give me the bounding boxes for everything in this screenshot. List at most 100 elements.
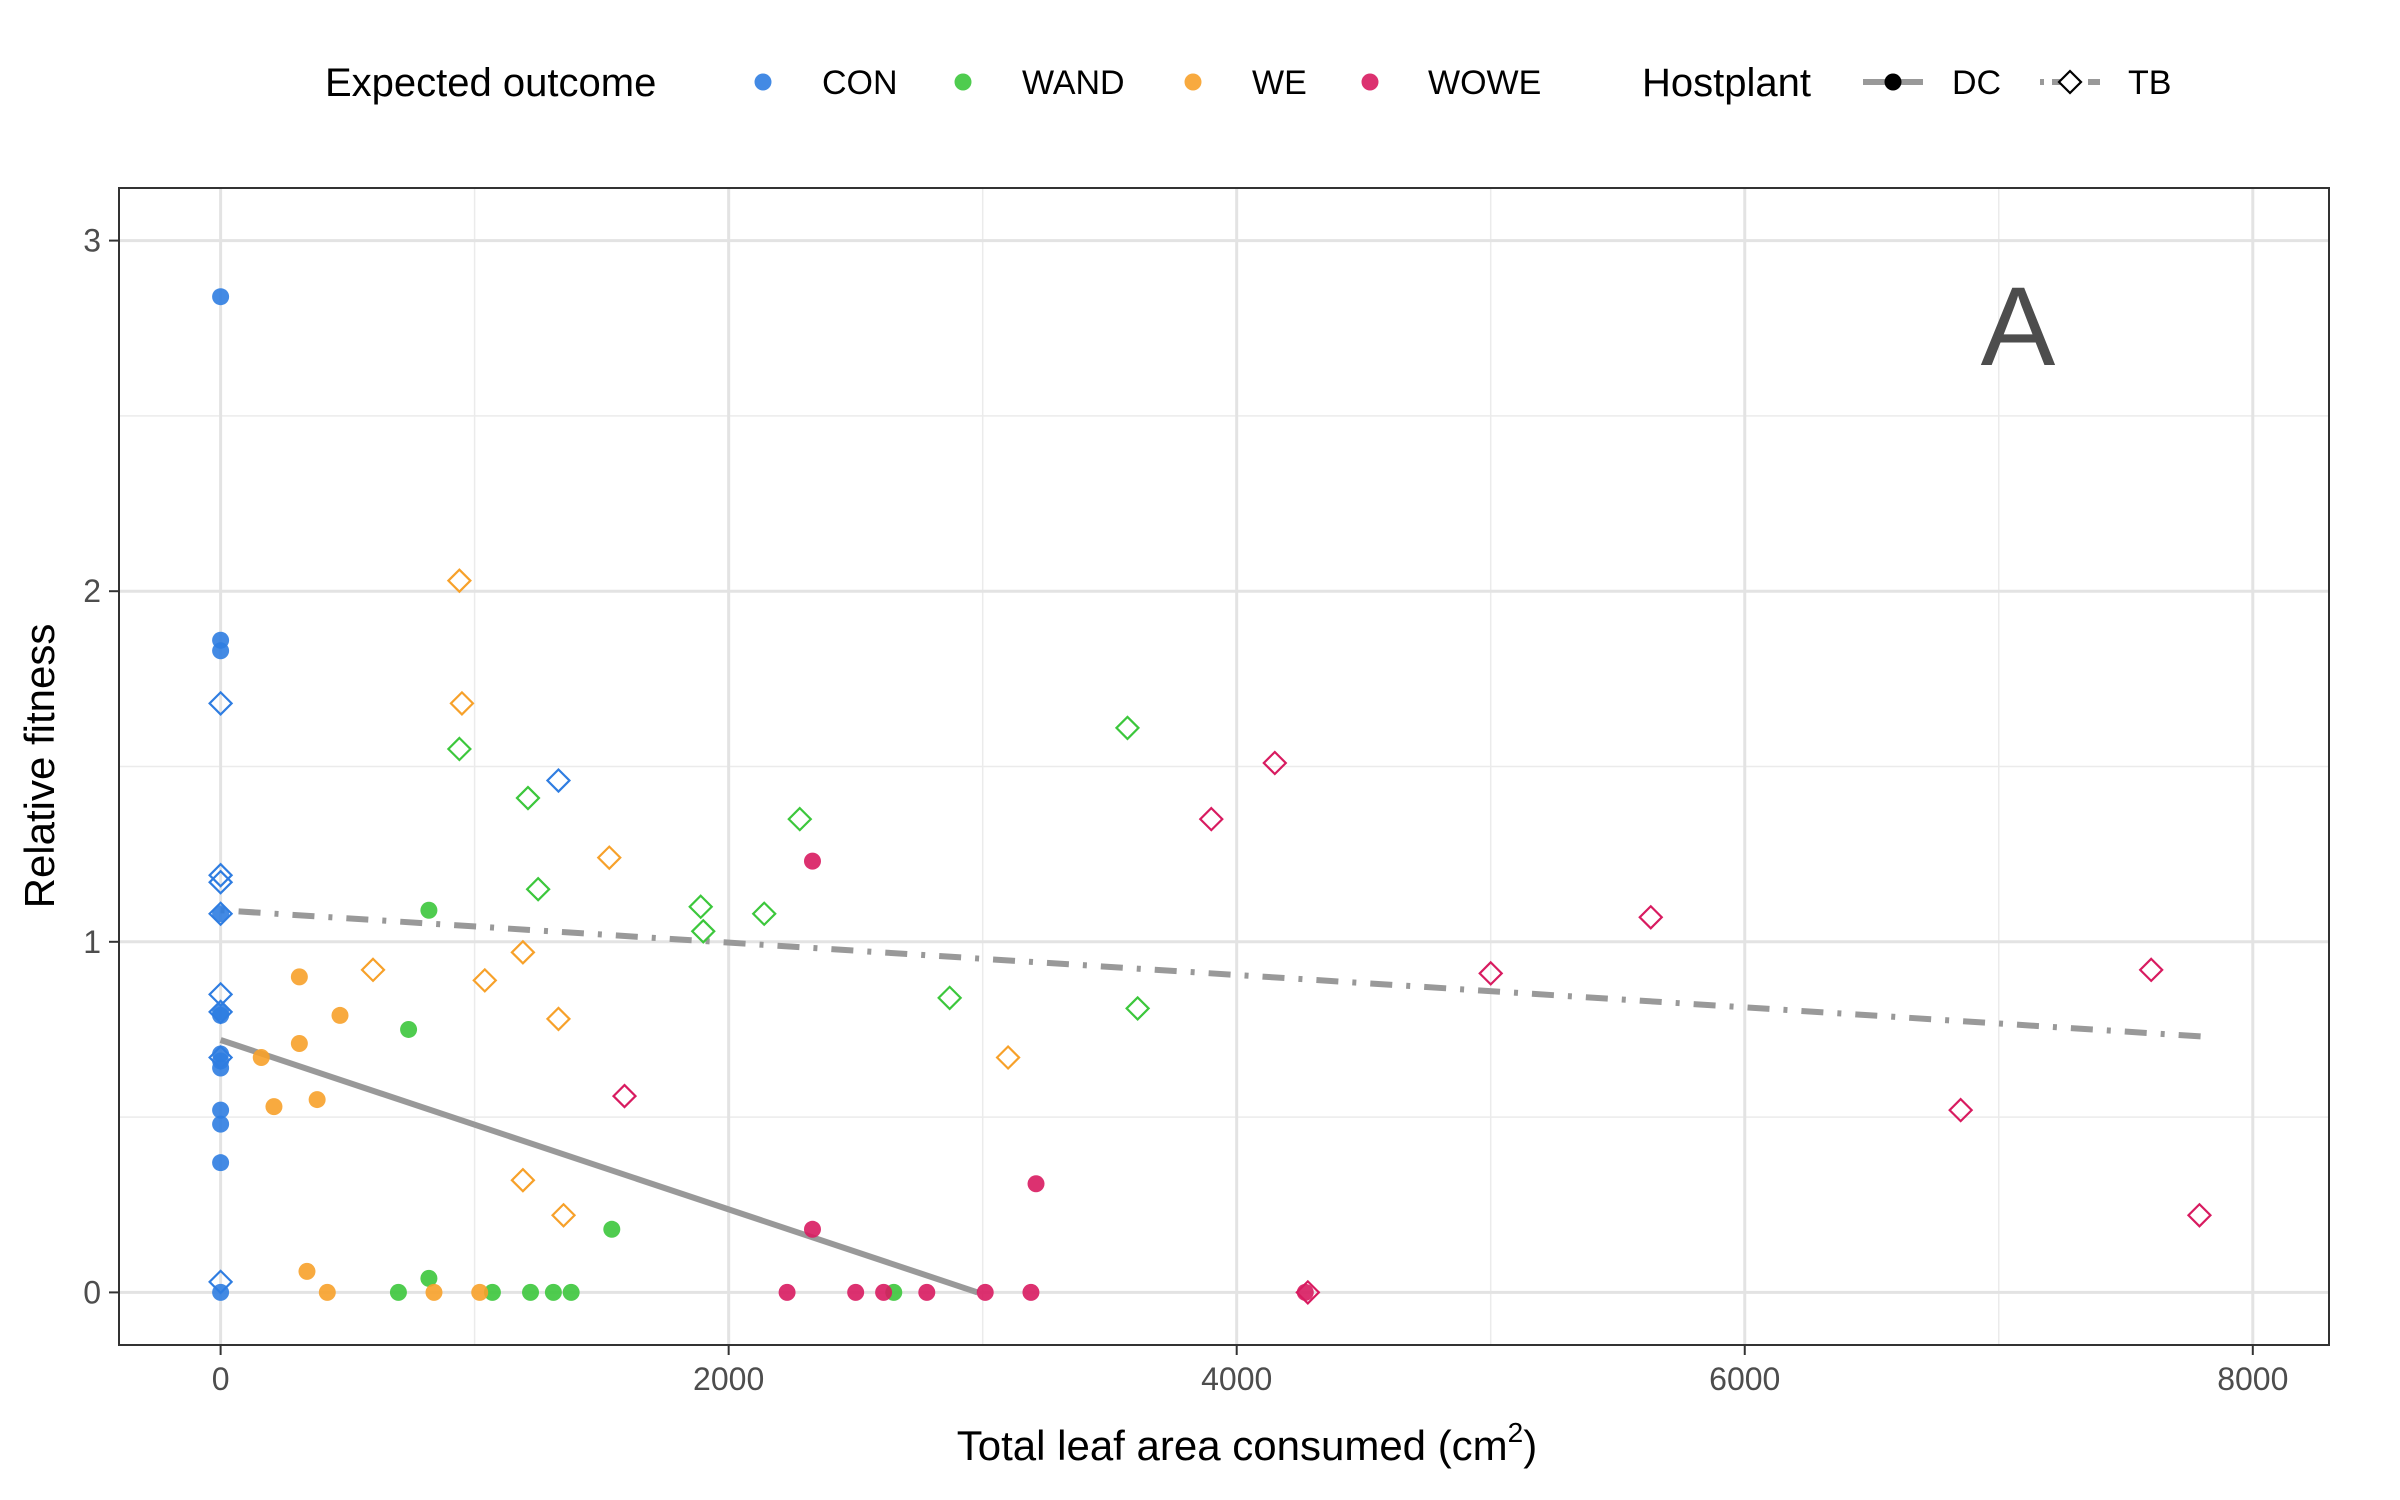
point-wowe-dc — [847, 1283, 865, 1301]
point-wand-tb — [1114, 715, 1141, 741]
point-wowe-tb — [2138, 957, 2164, 983]
point-we-tb — [550, 1202, 577, 1228]
x-axis-title: Total leaf area consumed (cm2) — [957, 1417, 1538, 1469]
point-wand-tb — [525, 876, 551, 902]
point-we-tb — [446, 568, 472, 594]
point-wowe-tb — [1638, 904, 1664, 930]
point-wand-tb — [1125, 995, 1151, 1021]
legend-key-dc-point — [1884, 73, 1902, 91]
point-con-tb — [208, 862, 234, 888]
point-wand-dc — [420, 901, 438, 919]
point-wowe-dc — [803, 1220, 821, 1238]
panel-label: A — [1981, 264, 2056, 389]
point-we-dc — [298, 1262, 316, 1280]
x-axis-title-superscript: 2 — [1508, 1417, 1524, 1448]
point-wand-dc — [544, 1283, 562, 1301]
x-tick-label: 6000 — [1709, 1361, 1780, 1397]
point-we-dc — [318, 1283, 336, 1301]
trend-line-dc — [219, 1037, 979, 1296]
point-wand-dc — [400, 1020, 418, 1038]
point-we-tb — [596, 845, 622, 871]
plot-border — [118, 187, 2330, 1346]
point-wand-dc — [389, 1283, 407, 1301]
point-wand-tb — [937, 985, 963, 1011]
legend-outcome-entries: CON WAND WE WOWE — [754, 64, 1541, 102]
point-wowe-tb — [1262, 750, 1288, 776]
y-tick-label: 3 — [83, 223, 101, 259]
point-wand-tb — [751, 901, 777, 927]
legend-key-tb-point — [2057, 69, 2083, 95]
x-tick-label: 8000 — [2217, 1361, 2288, 1397]
legend-hostplant-entries: DC TB — [1863, 64, 2171, 102]
y-axis-title: Relative fitness — [16, 624, 63, 909]
point-con-dc — [212, 1115, 230, 1133]
point-wand-tb — [690, 918, 716, 944]
point-wowe-tb — [1295, 1279, 1321, 1305]
legend-key-con — [754, 73, 772, 91]
point-wowe-dc — [875, 1283, 893, 1301]
point-con-tb — [208, 901, 234, 927]
legend-label-dc: DC — [1952, 64, 2001, 102]
point-con-tb — [208, 999, 234, 1025]
point-wowe-dc — [803, 852, 821, 870]
point-wowe-tb — [1948, 1097, 1974, 1123]
point-wand-tb — [787, 806, 813, 832]
point-wand-tb — [515, 785, 541, 811]
point-we-dc — [425, 1283, 443, 1301]
point-we-tb — [360, 957, 386, 983]
point-we-tb — [510, 939, 536, 965]
x-axis-title-main: Total leaf area consumed (cm — [957, 1422, 1508, 1469]
point-con-tb — [208, 869, 234, 895]
legend-label-wand: WAND — [1022, 64, 1125, 102]
point-wowe-dc — [1022, 1283, 1040, 1301]
legend-label-con: CON — [822, 64, 898, 102]
x-tick-label: 0 — [212, 1361, 230, 1397]
point-wowe-tb — [2186, 1202, 2213, 1228]
legend-label-tb: TB — [2128, 64, 2171, 102]
grid-minor — [119, 188, 2329, 1345]
legend-key-we — [1184, 73, 1202, 91]
trend-lines — [219, 907, 2203, 1296]
point-con-tb — [208, 1044, 234, 1071]
point-we-dc — [290, 1034, 308, 1052]
point-con-tb — [208, 981, 234, 1007]
x-tick-label: 2000 — [693, 1361, 764, 1397]
point-wowe-tb — [1478, 960, 1504, 986]
y-tick-label: 1 — [83, 924, 101, 960]
point-wowe-dc — [1027, 1175, 1045, 1193]
point-con-tb — [545, 767, 572, 794]
point-wowe-dc — [918, 1283, 936, 1301]
point-con-dc — [212, 905, 230, 923]
legend-key-wand — [954, 73, 972, 91]
point-we-dc — [471, 1283, 489, 1301]
point-con-dc — [212, 288, 230, 306]
data-points — [208, 288, 2213, 1305]
legend-label-wowe: WOWE — [1428, 64, 1541, 102]
point-con-tb — [208, 690, 234, 716]
point-wowe-dc — [778, 1283, 796, 1301]
x-axis: 0 2000 4000 6000 8000 — [212, 1345, 2288, 1397]
point-we-tb — [472, 967, 498, 993]
point-wand-dc — [522, 1283, 540, 1301]
point-we-dc — [331, 1006, 349, 1024]
legend-title-outcome: Expected outcome — [325, 61, 656, 105]
point-we-tb — [995, 1044, 1021, 1071]
point-we-dc — [252, 1049, 270, 1067]
y-axis: 0 1 2 3 — [83, 223, 119, 1310]
point-we-dc — [265, 1098, 283, 1116]
x-tick-label: 4000 — [1201, 1361, 1272, 1397]
point-we-dc — [290, 968, 308, 986]
y-tick-label: 0 — [83, 1274, 101, 1310]
point-wand-dc — [483, 1283, 501, 1301]
point-we-tb — [545, 1006, 572, 1032]
legend-title-hostplant: Hostplant — [1642, 61, 1811, 105]
point-we-dc — [308, 1091, 326, 1109]
y-tick-label: 2 — [83, 573, 101, 609]
point-con-dc — [212, 1101, 230, 1119]
plot-panel: A — [118, 187, 2330, 1346]
point-con-dc — [212, 1154, 230, 1172]
point-con-dc — [212, 642, 230, 660]
point-con-tb — [208, 1269, 234, 1295]
legend-label-we: WE — [1252, 64, 1307, 102]
